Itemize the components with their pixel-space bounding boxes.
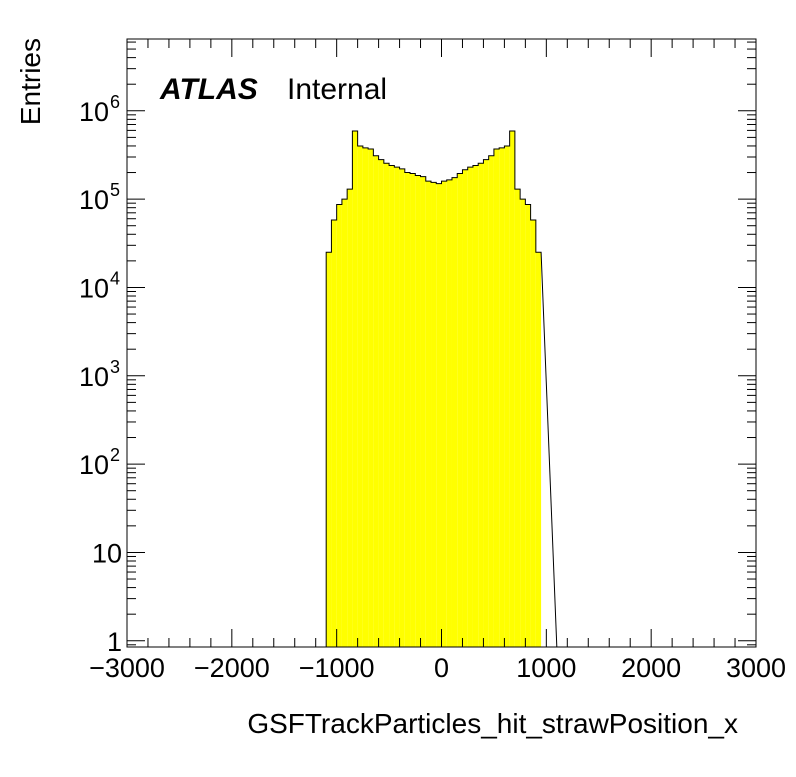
x-tick-label: 2000	[621, 653, 681, 683]
histogram-bin	[331, 220, 337, 647]
y-tick-label: 10	[79, 273, 109, 303]
histogram-bin	[352, 131, 358, 648]
histogram-bin	[326, 252, 332, 647]
histogram-bin	[410, 173, 416, 647]
x-tick-label: 0	[434, 653, 449, 683]
histogram-bin	[478, 163, 484, 647]
histogram-bin	[483, 159, 489, 647]
histogram-bin	[383, 163, 390, 647]
y-tick-label: 10	[79, 450, 109, 480]
histogram-bin	[341, 199, 348, 647]
histogram-bin	[535, 252, 542, 647]
histogram-bin	[525, 204, 531, 647]
histogram-bin	[530, 220, 536, 647]
x-tick-label: −3000	[89, 653, 165, 683]
y-tick-label: 10	[79, 362, 109, 392]
histogram-bin	[441, 181, 447, 647]
histogram-bin	[504, 145, 510, 647]
y-tick-exponent: 2	[110, 445, 120, 465]
histogram-bin	[420, 176, 426, 648]
y-axis-title: Entries	[15, 38, 46, 125]
histogram-bin	[451, 177, 458, 648]
axis-ticks	[126, 39, 757, 647]
y-tick-label: 10	[92, 538, 122, 568]
histogram-bin	[472, 165, 479, 647]
histogram-bin	[368, 148, 374, 647]
x-tick-label: −1000	[299, 653, 375, 683]
internal-label: Internal	[287, 73, 387, 106]
histogram-bin	[336, 204, 342, 647]
y-tick-exponent: 3	[110, 357, 120, 377]
histogram-bin	[488, 155, 494, 647]
histogram-bin	[404, 172, 411, 647]
y-tick-label: 1	[107, 627, 122, 657]
x-axis-title: GSFTrackParticles_hit_strawPosition_x	[247, 708, 738, 739]
histogram-bin	[362, 147, 369, 647]
histogram-outline	[325, 130, 558, 648]
y-tick-label: 10	[79, 97, 109, 127]
histogram-bin	[457, 173, 463, 647]
histogram-bin	[446, 179, 452, 647]
histogram-bars	[325, 130, 558, 648]
histogram-bin	[394, 167, 400, 647]
y-tick-exponent: 6	[110, 92, 120, 112]
histogram-bin	[389, 165, 395, 647]
histogram-bin	[415, 175, 421, 648]
histogram-bin	[347, 189, 353, 648]
histogram-bin	[462, 169, 468, 648]
histogram-bin	[425, 181, 432, 647]
x-tick-label: 1000	[516, 653, 576, 683]
atlas-label: ATLAS	[159, 73, 258, 106]
histogram-bin	[399, 168, 405, 647]
histogram-bin	[436, 183, 442, 647]
histogram-bin	[378, 159, 384, 647]
histogram-bin	[357, 145, 363, 647]
histogram-bin	[431, 182, 437, 647]
histogram-bin	[509, 131, 515, 648]
y-tick-label: 10	[79, 185, 109, 215]
histogram-bin	[514, 189, 521, 648]
histogram-bin	[499, 147, 505, 647]
histogram-bin	[493, 148, 500, 647]
x-tick-label: 3000	[726, 653, 786, 683]
histogram-bin	[467, 167, 473, 647]
histogram-bin	[520, 199, 526, 647]
y-tick-exponent: 5	[110, 180, 120, 200]
x-tick-label: −2000	[194, 653, 270, 683]
histogram-bin	[373, 155, 379, 647]
y-tick-exponent: 4	[110, 268, 120, 288]
